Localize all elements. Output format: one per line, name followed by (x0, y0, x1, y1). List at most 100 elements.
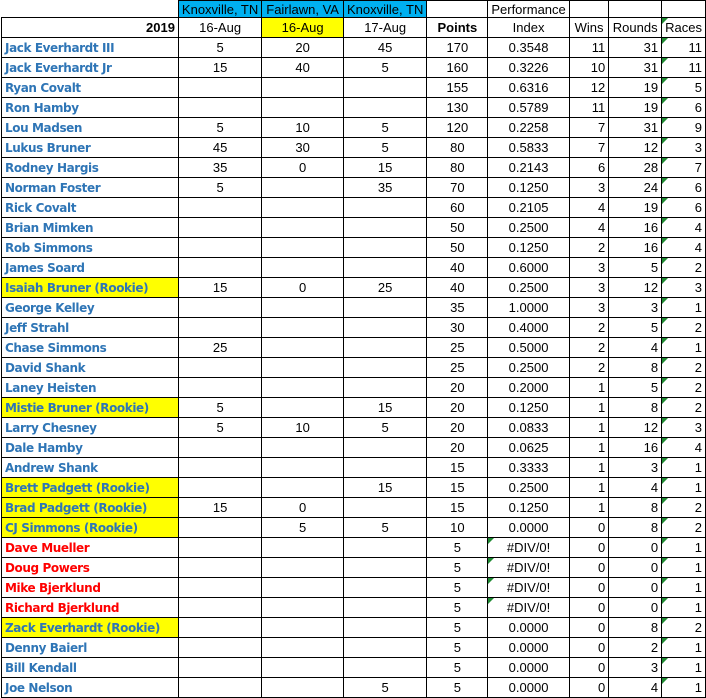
event-1-cell[interactable]: 45 (177, 137, 263, 158)
wins-cell[interactable]: 1 (568, 417, 610, 438)
index-cell[interactable]: 0.1250 (487, 397, 570, 418)
races-cell[interactable]: 4 (661, 437, 706, 458)
event-3-cell[interactable] (342, 617, 428, 638)
index-cell[interactable]: #DIV/0! (487, 577, 570, 598)
rounds-cell[interactable]: 8 (608, 517, 663, 538)
event-3-cell[interactable] (342, 657, 428, 678)
name-cell[interactable]: Brad Padgett (Rookie) (1, 497, 179, 518)
event-1-cell[interactable]: 15 (177, 57, 263, 78)
event-3-cell[interactable] (342, 457, 428, 478)
wins-header[interactable]: Wins (568, 17, 610, 38)
races-cell[interactable]: 1 (661, 677, 706, 698)
races-cell[interactable]: 2 (661, 317, 706, 338)
event-2-cell[interactable]: 30 (261, 137, 344, 158)
event-2-cell[interactable]: 40 (261, 57, 344, 78)
year-header[interactable]: 2019 (1, 17, 179, 38)
event-3-cell[interactable] (342, 497, 428, 518)
event-2-cell[interactable] (261, 437, 344, 458)
index-cell[interactable]: 0.5789 (487, 97, 570, 118)
races-cell[interactable]: 2 (661, 397, 706, 418)
name-cell[interactable]: Zack Everhardt (Rookie) (1, 617, 179, 638)
races-cell[interactable]: 1 (661, 457, 706, 478)
races-cell[interactable]: 1 (661, 637, 706, 658)
event-3-cell[interactable]: 35 (342, 177, 428, 198)
name-cell[interactable]: Andrew Shank (1, 457, 179, 478)
points-cell[interactable]: 10 (426, 517, 489, 538)
races-cell[interactable]: 5 (661, 77, 706, 98)
event-3-cell[interactable] (342, 237, 428, 258)
races-cell[interactable]: 4 (661, 217, 706, 238)
name-cell[interactable]: Mistie Bruner (Rookie) (1, 397, 179, 418)
wins-cell[interactable]: 0 (568, 617, 610, 638)
races-cell[interactable]: 1 (661, 577, 706, 598)
points-cell[interactable]: 50 (426, 217, 489, 238)
races-header[interactable]: Races (661, 17, 706, 38)
name-cell[interactable]: James Soard (1, 257, 179, 278)
races-cell[interactable]: 1 (661, 597, 706, 618)
index-cell[interactable]: 0.2500 (487, 477, 570, 498)
points-cell[interactable]: 20 (426, 417, 489, 438)
index-header[interactable]: Index (487, 17, 570, 38)
event-3-cell[interactable] (342, 357, 428, 378)
event-1-cell[interactable] (177, 517, 263, 538)
event-2-cell[interactable] (261, 577, 344, 598)
event-2-cell[interactable] (261, 77, 344, 98)
event-3-cell[interactable] (342, 77, 428, 98)
event-2-cell[interactable]: 20 (261, 37, 344, 58)
event-2-cell[interactable] (261, 317, 344, 338)
rounds-cell[interactable]: 4 (608, 677, 663, 698)
event-2-cell[interactable] (261, 597, 344, 618)
races-cell[interactable]: 11 (661, 57, 706, 78)
wins-cell[interactable]: 3 (568, 297, 610, 318)
event-1-cell[interactable] (177, 657, 263, 678)
location-header[interactable]: Knoxville, TN (342, 0, 428, 18)
rounds-header[interactable]: Rounds (608, 17, 663, 38)
points-cell[interactable]: 20 (426, 377, 489, 398)
races-cell[interactable]: 1 (661, 557, 706, 578)
date-header[interactable]: 16-Aug (177, 17, 263, 38)
races-cell[interactable]: 1 (661, 657, 706, 678)
index-cell[interactable]: 0.2500 (487, 357, 570, 378)
name-cell[interactable]: Lukus Bruner (1, 137, 179, 158)
wins-cell[interactable]: 2 (568, 337, 610, 358)
name-cell[interactable]: Joe Nelson (1, 677, 179, 698)
name-cell[interactable]: Isaiah Bruner (Rookie) (1, 277, 179, 298)
points-cell[interactable]: 20 (426, 437, 489, 458)
index-cell[interactable]: #DIV/0! (487, 537, 570, 558)
rounds-cell[interactable]: 4 (608, 477, 663, 498)
index-cell[interactable]: 0.3548 (487, 37, 570, 58)
empty-cell[interactable] (426, 0, 489, 18)
races-cell[interactable]: 6 (661, 97, 706, 118)
event-1-cell[interactable] (177, 617, 263, 638)
wins-cell[interactable]: 1 (568, 457, 610, 478)
event-1-cell[interactable] (177, 577, 263, 598)
event-3-cell[interactable] (342, 337, 428, 358)
wins-cell[interactable]: 0 (568, 517, 610, 538)
event-3-cell[interactable] (342, 297, 428, 318)
wins-cell[interactable]: 2 (568, 237, 610, 258)
points-cell[interactable]: 80 (426, 137, 489, 158)
rounds-cell[interactable]: 4 (608, 337, 663, 358)
points-cell[interactable]: 5 (426, 537, 489, 558)
event-1-cell[interactable] (177, 237, 263, 258)
event-2-cell[interactable] (261, 377, 344, 398)
rounds-cell[interactable]: 3 (608, 457, 663, 478)
races-cell[interactable]: 6 (661, 197, 706, 218)
wins-cell[interactable]: 6 (568, 157, 610, 178)
points-cell[interactable]: 40 (426, 257, 489, 278)
event-1-cell[interactable]: 5 (177, 177, 263, 198)
date-header[interactable]: 16-Aug (261, 17, 344, 38)
points-cell[interactable]: 15 (426, 497, 489, 518)
index-cell[interactable]: 0.3226 (487, 57, 570, 78)
name-cell[interactable]: Ron Hamby (1, 97, 179, 118)
index-cell[interactable]: 0.2500 (487, 277, 570, 298)
index-cell[interactable]: 0.3333 (487, 457, 570, 478)
event-3-cell[interactable]: 15 (342, 477, 428, 498)
points-cell[interactable]: 160 (426, 57, 489, 78)
name-cell[interactable]: George Kelley (1, 297, 179, 318)
event-1-cell[interactable]: 5 (177, 37, 263, 58)
rounds-cell[interactable]: 16 (608, 437, 663, 458)
name-cell[interactable]: Bill Kendall (1, 657, 179, 678)
name-cell[interactable]: Brett Padgett (Rookie) (1, 477, 179, 498)
index-cell[interactable]: 0.6316 (487, 77, 570, 98)
